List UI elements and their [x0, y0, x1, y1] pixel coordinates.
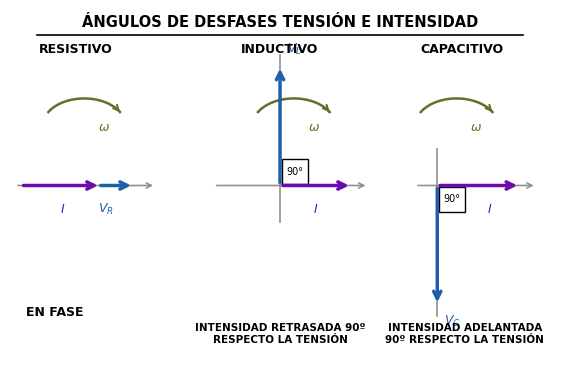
- Text: 90°: 90°: [286, 167, 303, 177]
- Text: INDUCTIVO: INDUCTIVO: [242, 43, 319, 56]
- Text: I: I: [488, 203, 492, 216]
- Text: RESISTIVO: RESISTIVO: [39, 43, 113, 56]
- Bar: [282, 159, 308, 184]
- Text: $V_L$: $V_L$: [287, 42, 302, 57]
- Bar: [439, 187, 466, 212]
- Text: $\omega$: $\omega$: [308, 121, 320, 134]
- Text: 90°: 90°: [443, 194, 460, 204]
- Text: INTENSIDAD RETRASADA 90º
RESPECTO LA TENSIÓN: INTENSIDAD RETRASADA 90º RESPECTO LA TEN…: [195, 324, 365, 345]
- Text: EN FASE: EN FASE: [26, 306, 84, 319]
- Text: INTENSIDAD ADELANTADA
90º RESPECTO LA TENSIÓN: INTENSIDAD ADELANTADA 90º RESPECTO LA TE…: [386, 324, 544, 345]
- Text: I: I: [60, 203, 64, 216]
- Text: ÁNGULOS DE DESFASES TENSIÓN E INTENSIDAD: ÁNGULOS DE DESFASES TENSIÓN E INTENSIDAD: [82, 15, 478, 30]
- Text: $\omega$: $\omega$: [471, 121, 483, 134]
- Text: I: I: [314, 203, 318, 216]
- Text: $\omega$: $\omega$: [98, 121, 110, 134]
- Text: $V_C$: $V_C$: [444, 314, 460, 329]
- Text: $V_R$: $V_R$: [98, 201, 114, 217]
- Text: CAPACITIVO: CAPACITIVO: [421, 43, 503, 56]
